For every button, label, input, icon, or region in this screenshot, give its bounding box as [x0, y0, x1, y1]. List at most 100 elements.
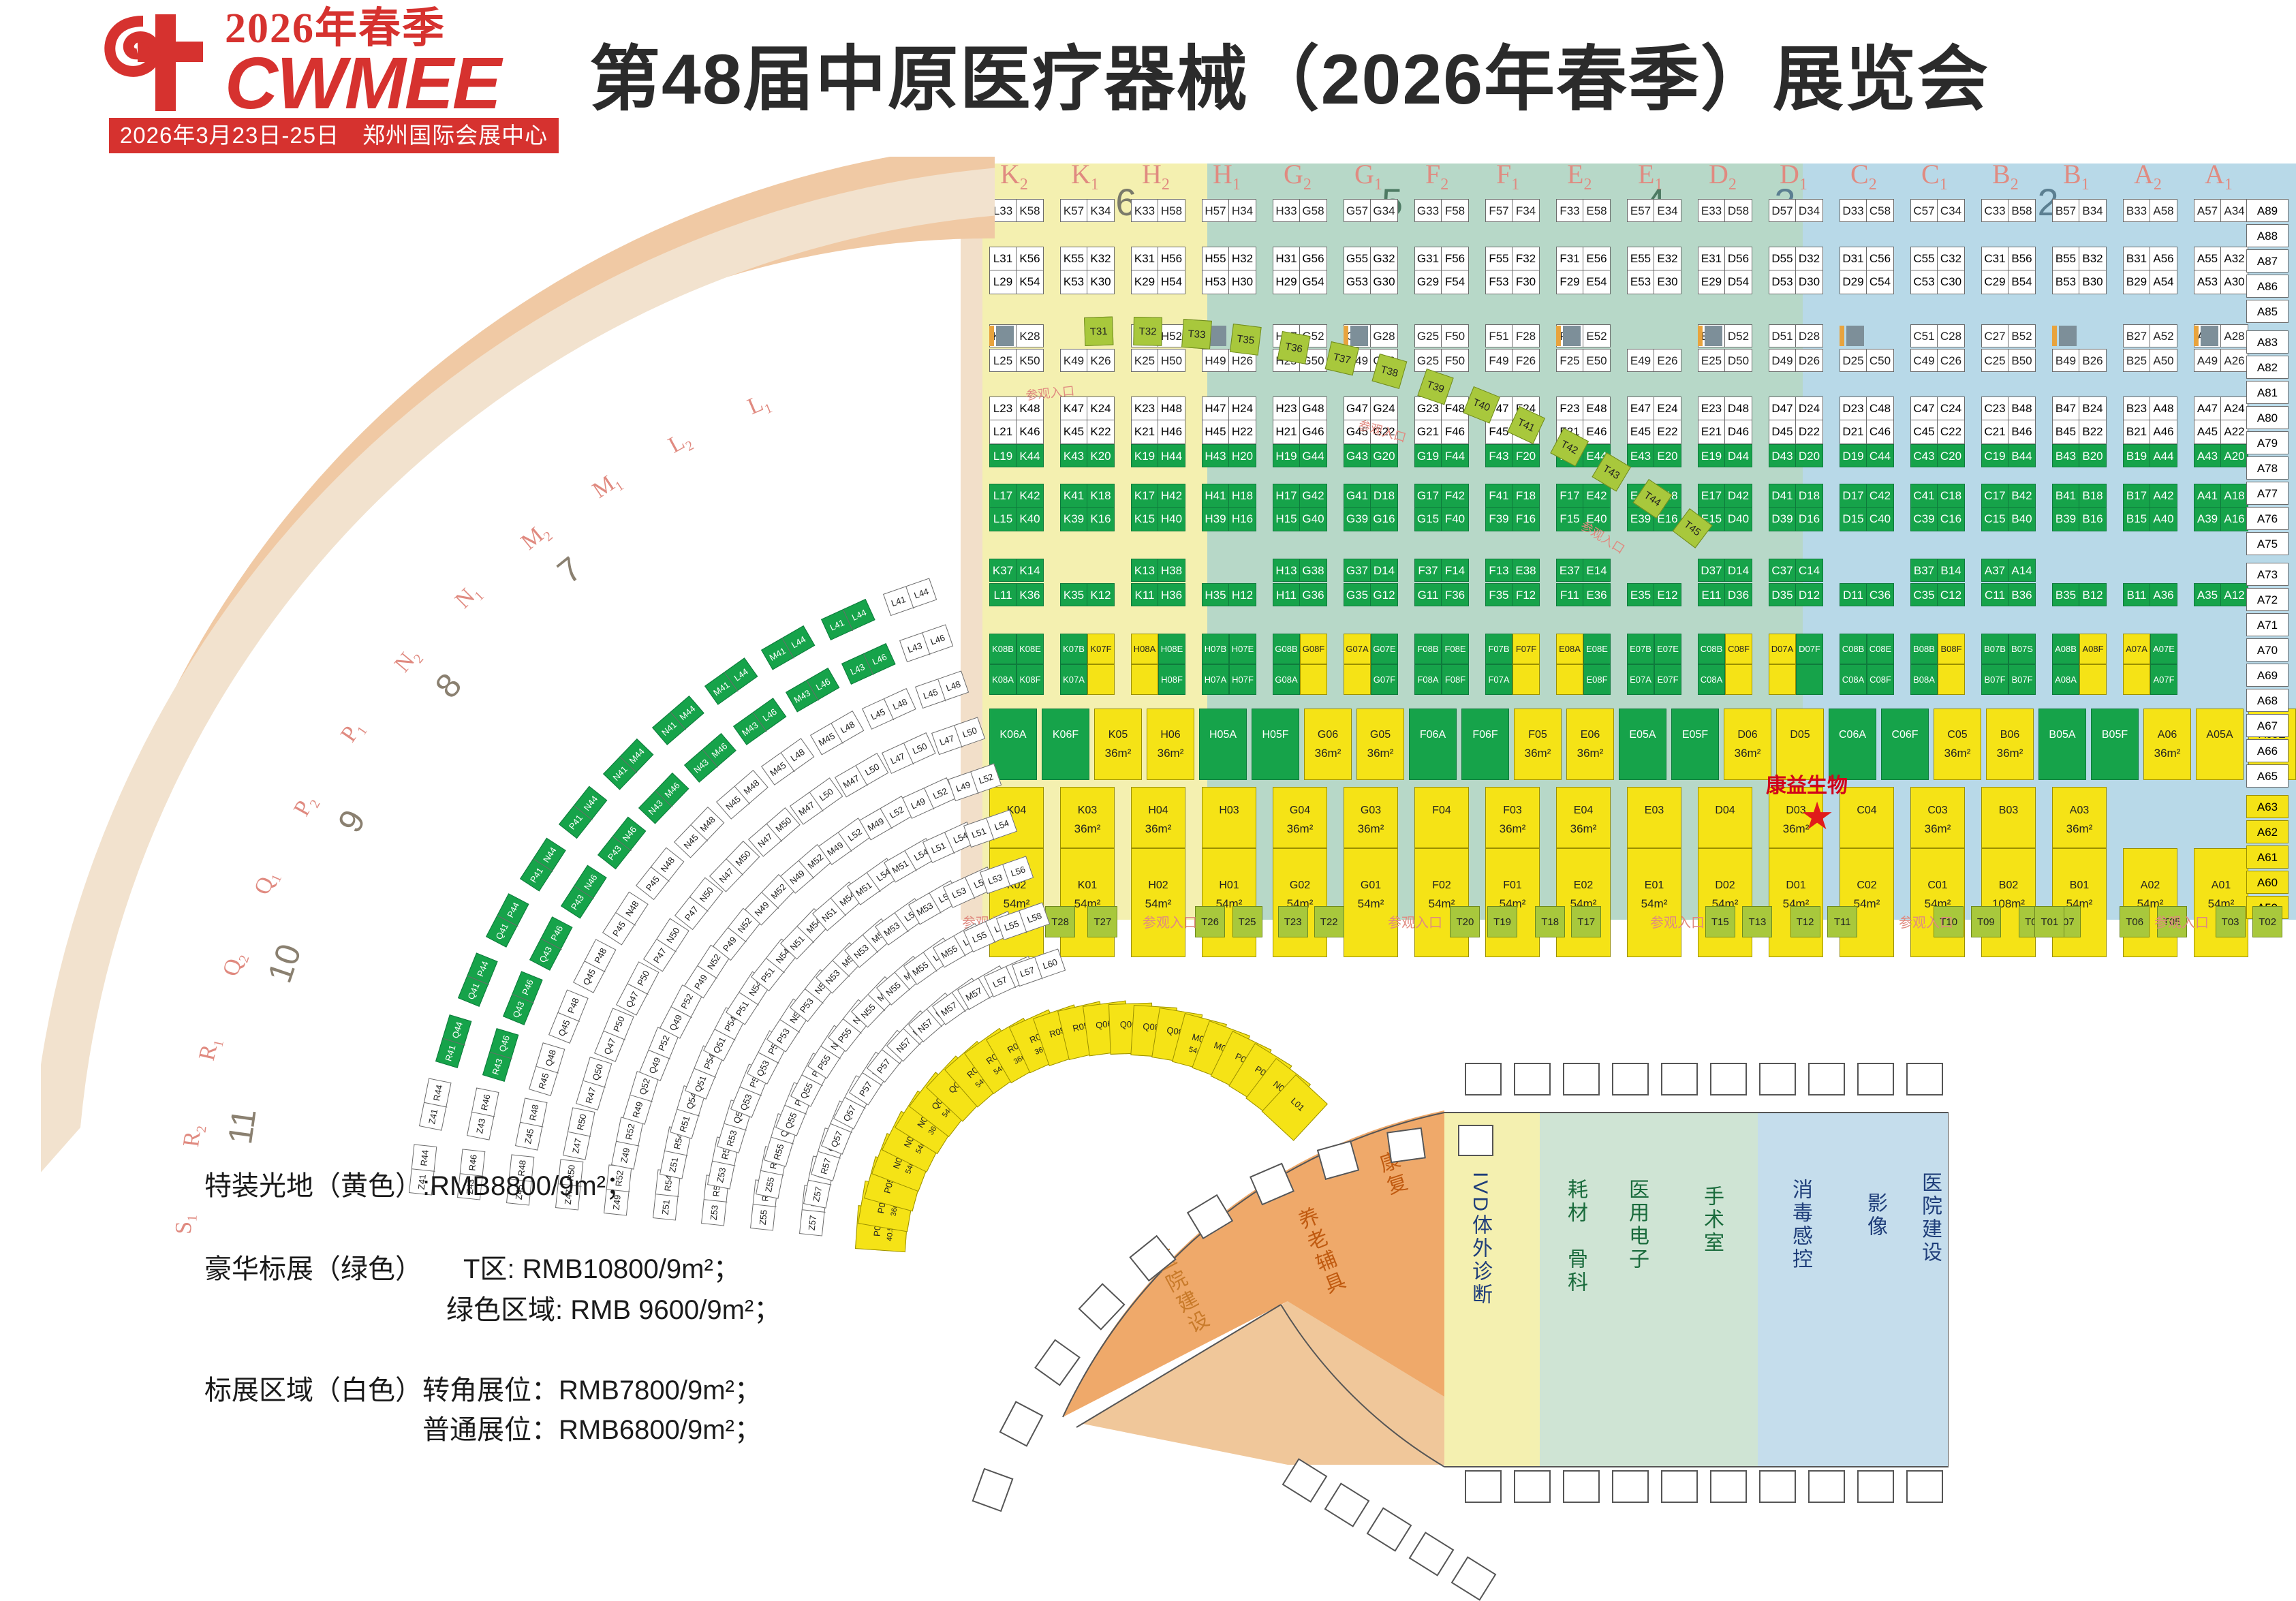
booth-cell[interactable]: D14: [1371, 559, 1397, 581]
booth-H05A[interactable]: H05A: [1199, 709, 1247, 780]
booth-block-r9-14[interactable]: C17 B42 C15 B40: [1981, 484, 2036, 531]
booth-cell[interactable]: R50: [575, 1113, 589, 1132]
booth-pair-r12-16[interactable]: B11 A36: [2123, 583, 2177, 606]
booth-cell[interactable]: C39: [1911, 508, 1938, 531]
booth-cell[interactable]: K31: [1132, 247, 1158, 270]
t-booth-T15[interactable]: T15: [1705, 906, 1735, 937]
booth-cell[interactable]: D34: [1798, 204, 1820, 217]
booth-A70[interactable]: A70: [2246, 638, 2289, 662]
booth-cell[interactable]: E14: [1583, 559, 1610, 581]
booth-cell[interactable]: A08B: [2052, 634, 2079, 664]
split-booth-2[interactable]: H08A H08E H08F: [1131, 634, 1185, 695]
booth-cell[interactable]: Z47: [563, 1131, 591, 1160]
booth-cell[interactable]: E07A: [1627, 664, 1654, 695]
booth-G06[interactable]: G06 36m²: [1304, 709, 1352, 780]
booth-cell[interactable]: F48: [1444, 402, 1465, 415]
booth-cell[interactable]: F29: [1557, 270, 1583, 294]
booth-block-r9-17[interactable]: A41 A18 A39 A16: [2194, 484, 2248, 531]
booth-cell[interactable]: H49: [1203, 349, 1229, 371]
booth-cell[interactable]: D07A: [1769, 634, 1796, 664]
booth-block-r6-16[interactable]: B23 A48 B21 A46: [2123, 397, 2177, 444]
booth-A63[interactable]: A63: [2246, 795, 2289, 818]
booth-cell[interactable]: F12: [1512, 584, 1539, 606]
booth-A75[interactable]: A75: [2246, 532, 2289, 555]
t-booth-T02[interactable]: T02: [2252, 906, 2283, 937]
booth-cell[interactable]: R46: [479, 1093, 493, 1112]
booth-cell[interactable]: K32: [1090, 252, 1111, 265]
booth-cell[interactable]: C35: [1911, 584, 1938, 606]
booth-block-r6-1[interactable]: K47 K24 K45 K22: [1060, 397, 1115, 444]
booth-cell[interactable]: A54: [2153, 275, 2174, 288]
booth-cell[interactable]: A55: [2194, 247, 2221, 270]
booth-pair-r1-2[interactable]: K33 H58: [1131, 199, 1185, 222]
booth-cell[interactable]: G44: [1300, 445, 1327, 467]
booth-cell[interactable]: K30: [1090, 275, 1111, 288]
booth-A78[interactable]: A78: [2246, 456, 2289, 480]
booth-cell[interactable]: K24: [1090, 402, 1111, 415]
booth-cell[interactable]: H38: [1158, 559, 1185, 581]
booth-cell[interactable]: H58: [1160, 204, 1183, 217]
booth-A88[interactable]: A88: [2246, 224, 2289, 247]
booth-cell[interactable]: D18: [1796, 484, 1822, 507]
booth-cell[interactable]: L15: [990, 508, 1017, 531]
booth-cell[interactable]: E24: [1657, 402, 1678, 415]
booth-H03[interactable]: H03: [1202, 787, 1256, 848]
booth-cell[interactable]: R48: [527, 1103, 541, 1121]
booth-pair-r8-17[interactable]: A43 A20: [2194, 444, 2248, 467]
booth-cell[interactable]: C57: [1911, 200, 1938, 221]
booth-cell[interactable]: B21: [2124, 420, 2150, 444]
booth-cell[interactable]: F28: [1515, 330, 1536, 343]
booth-cell[interactable]: B45: [2053, 420, 2079, 444]
t-booth-T31[interactable]: T31: [1084, 316, 1114, 346]
booth-cell[interactable]: F15: [1557, 508, 1583, 531]
booth-block-r6-10[interactable]: E23 D48 E21 D46: [1698, 397, 1752, 444]
booth-cell[interactable]: E58: [1586, 204, 1607, 217]
booth-cell[interactable]: A41: [2194, 484, 2221, 507]
booth-A66[interactable]: A66: [2246, 739, 2289, 762]
booth-block-r2-6[interactable]: G31 F56 G29 F54: [1414, 247, 1469, 294]
booth-K06F[interactable]: K06F: [1042, 709, 1089, 780]
booth-cell[interactable]: C50: [1869, 354, 1891, 367]
booth-cell[interactable]: G19: [1415, 445, 1442, 467]
booth-cell[interactable]: F53: [1486, 270, 1512, 294]
booth-E03[interactable]: E03: [1627, 787, 1681, 848]
booth-cell[interactable]: D53: [1769, 270, 1796, 294]
booth-cell[interactable]: C26: [1940, 354, 1962, 367]
booth-pair-r1-14[interactable]: C33 B58: [1981, 199, 2036, 222]
booth-cell[interactable]: E08E: [1583, 634, 1611, 664]
booth-D01[interactable]: D01 54m²: [1769, 848, 1823, 957]
booth-cell[interactable]: D19: [1840, 445, 1867, 467]
booth-cell[interactable]: A48: [2153, 402, 2174, 415]
booth-cell[interactable]: H20: [1229, 445, 1256, 467]
booth-G03[interactable]: G03 36m²: [1344, 787, 1398, 848]
booth-block-r2-15[interactable]: B55 B32 B53 B30: [2052, 247, 2107, 294]
booth-A72[interactable]: A72: [2246, 588, 2289, 611]
split-booth-11[interactable]: D07A D07F: [1769, 634, 1823, 695]
booth-cell[interactable]: G30: [1373, 275, 1395, 288]
booth-cell[interactable]: E34: [1657, 204, 1678, 217]
booth-block-r2-3[interactable]: H55 H32 H53 H30: [1202, 247, 1256, 294]
t-booth-T03[interactable]: T03: [2215, 906, 2246, 937]
split-booth-13[interactable]: B08B B08F B08A: [1910, 634, 1965, 695]
booth-block-r6-3[interactable]: H47 H24 H45 H22: [1202, 397, 1256, 444]
booth-cell[interactable]: C37: [1769, 559, 1796, 581]
booth-cell[interactable]: A20: [2221, 445, 2248, 467]
booth-cell[interactable]: C54: [1869, 275, 1891, 288]
booth-pair-r5-7[interactable]: F49 F26: [1485, 349, 1540, 372]
booth-pair-r8-6[interactable]: G19 F44: [1414, 444, 1469, 467]
booth-cell[interactable]: A52: [2153, 330, 2174, 343]
booth-cell[interactable]: B14: [1938, 559, 1964, 581]
booth-cell[interactable]: L33: [990, 200, 1017, 221]
booth-K06A[interactable]: K06A: [989, 709, 1037, 780]
booth-cell[interactable]: F31: [1557, 247, 1583, 270]
booth-cell[interactable]: K34: [1090, 204, 1111, 217]
booth-cell[interactable]: A58: [2153, 204, 2174, 217]
booth-B03[interactable]: B03: [1981, 787, 2036, 848]
booth-cell[interactable]: B18: [2079, 484, 2106, 507]
t-booth-T36[interactable]: T36: [1277, 331, 1311, 364]
booth-block-r6-2[interactable]: K23 H48 K21 H46: [1131, 397, 1185, 444]
booth-cell[interactable]: F07F: [1512, 634, 1540, 664]
booth-cell[interactable]: [1796, 664, 1823, 695]
booth-cell[interactable]: A24: [2224, 402, 2245, 415]
booth-cell[interactable]: H07F: [1229, 664, 1256, 695]
